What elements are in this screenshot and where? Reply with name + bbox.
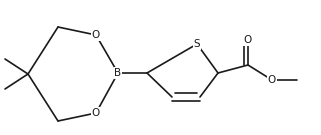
Text: O: O — [268, 75, 276, 85]
Text: O: O — [244, 35, 252, 45]
Text: O: O — [92, 30, 100, 40]
Text: S: S — [194, 39, 200, 49]
Text: B: B — [115, 68, 122, 78]
Text: O: O — [92, 108, 100, 118]
